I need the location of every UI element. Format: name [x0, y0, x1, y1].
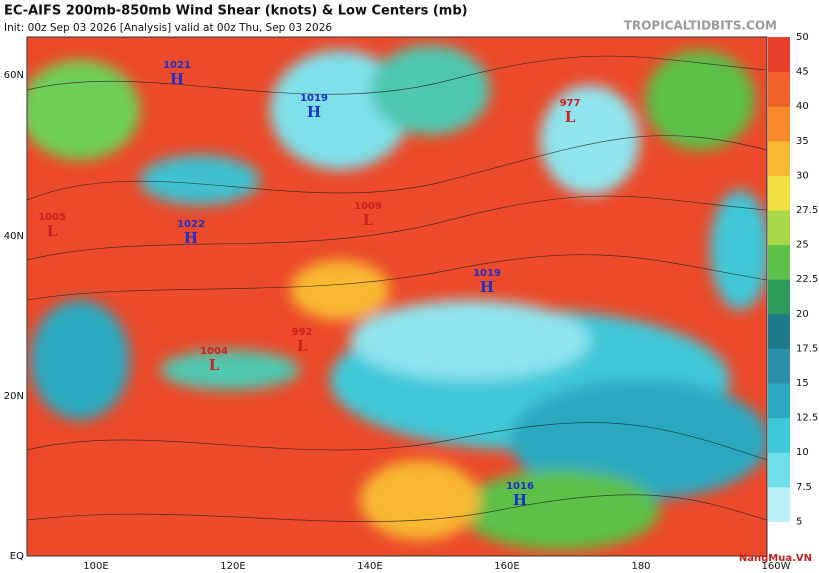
center-pressure: 1021: [163, 60, 191, 71]
center-pressure: 977: [560, 98, 581, 109]
colorbar-tick: 7.5: [796, 482, 812, 493]
colorbar-tick: 5: [796, 516, 802, 527]
center-pressure: 992: [292, 327, 313, 338]
colorbar-tick: 15: [796, 378, 809, 389]
colorbar-tick: 45: [796, 67, 809, 78]
colorbar-swatch: [768, 486, 790, 522]
map-field: [27, 37, 767, 556]
colorbar-tick: 10: [796, 447, 809, 458]
colorbar-swatch: [768, 244, 790, 280]
center-pressure: 1019: [300, 93, 328, 104]
center-letter: L: [565, 108, 576, 126]
colorbar-swatch: [768, 521, 790, 557]
colorbar: 5 7.5 10 12.5 15 17.5 20 22.5 25 27.5 30 35 40 45 50: [768, 32, 818, 557]
colorbar-swatch: [768, 210, 790, 246]
colorbar-swatch: [768, 175, 790, 211]
colorbar-tick: 17.5: [796, 343, 818, 354]
lat-label: 60N: [4, 70, 24, 81]
center-pressure: 1009: [354, 201, 382, 212]
lat-label: 40N: [4, 231, 24, 242]
colorbar-tick: 12.5: [796, 413, 818, 424]
center-letter: L: [209, 356, 220, 374]
center-pressure: 1005: [38, 212, 66, 223]
colorbar-swatch: [768, 140, 790, 176]
center-letter: H: [170, 70, 184, 88]
center-letter: H: [184, 229, 198, 247]
lat-label: 20N: [4, 391, 24, 402]
lon-label: 160E: [494, 561, 519, 572]
colorbar-swatch: [768, 106, 790, 142]
center-pressure: 1016: [506, 481, 534, 492]
colorbar-swatch: [768, 313, 790, 349]
colorbar-swatch: [768, 383, 790, 419]
center-pressure: 1022: [177, 219, 205, 230]
center-letter: H: [480, 278, 494, 296]
site-label: TROPICALTIDBITS.COM: [624, 19, 777, 33]
center-letter: L: [47, 222, 58, 240]
colorbar-swatch: [768, 417, 790, 453]
colorbar-tick: 40: [796, 101, 809, 112]
center-pressure: 1004: [200, 346, 228, 357]
lat-label: EQ: [10, 551, 24, 562]
center-pressure: 1019: [473, 268, 501, 279]
init-line: Init: 00z Sep 03 2026 [Analysis] valid a…: [4, 22, 332, 34]
lon-label: 180: [631, 561, 650, 572]
colorbar-tick: 25: [796, 240, 809, 251]
colorbar-tick: 35: [796, 136, 809, 147]
colorbar-tick: 30: [796, 170, 809, 181]
colorbar-tick: 50: [796, 32, 809, 43]
colorbar-tick: 22.5: [796, 274, 818, 285]
colorbar-swatch: [768, 452, 790, 488]
center-letter: L: [297, 337, 308, 355]
center-letter: L: [363, 211, 374, 229]
colorbar-swatch: [768, 279, 790, 315]
colorbar-tick: 20: [796, 309, 809, 320]
watermark: NangMua.VN: [739, 553, 812, 564]
center-letter: H: [307, 103, 321, 121]
colorbar-tick: 27.5: [796, 205, 818, 216]
title: EC-AIFS 200mb-850mb Wind Shear (knots) &…: [4, 4, 468, 19]
lon-label: 100E: [83, 561, 108, 572]
map-frame: [26, 36, 768, 557]
colorbar-swatch: [768, 71, 790, 107]
colorbar-swatch: [768, 348, 790, 384]
lon-label: 120E: [220, 561, 245, 572]
lon-label: 140E: [357, 561, 382, 572]
center-letter: H: [513, 491, 527, 509]
colorbar-swatch: [768, 37, 790, 73]
lon-label: 160W: [762, 561, 791, 572]
